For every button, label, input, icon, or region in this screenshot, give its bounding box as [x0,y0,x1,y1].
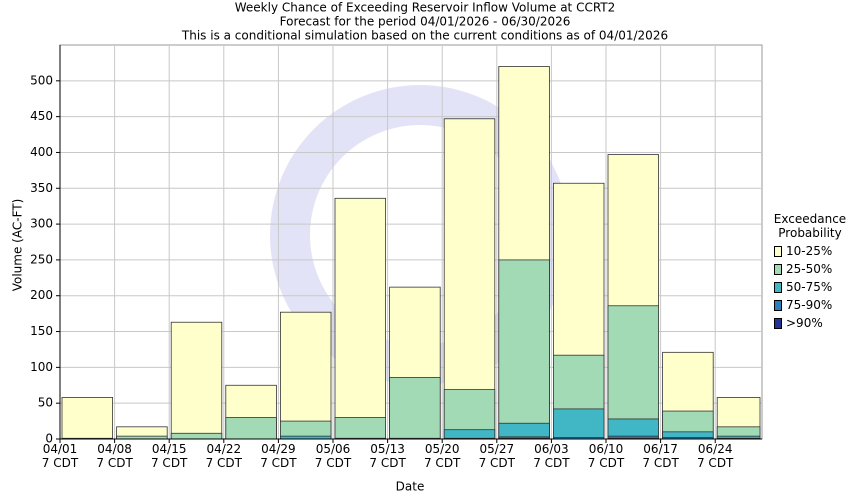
x-tick-label: 04/22 7 CDT [204,442,244,470]
y-tick-label: 300 [30,217,53,231]
x-tick-time: 7 CDT [587,456,625,470]
chart-note: This is a conditional simulation based o… [181,29,668,43]
x-tick-date: 06/10 [588,442,624,456]
x-tick-date: 04/29 [261,442,296,456]
y-tick-label: 200 [30,288,53,302]
x-tick-date: 05/06 [315,442,351,456]
bar [498,259,550,440]
x-tick-label: 06/10 7 CDT [586,442,626,470]
bar [279,311,332,440]
x-tick-time: 7 CDT [41,456,79,470]
x-tick-label: 05/13 7 CDT [368,442,408,470]
bar [607,305,659,440]
legend-swatch [774,317,782,329]
bar [443,118,496,440]
x-tick-time: 7 CDT [533,456,570,470]
x-tick-label: 05/27 7 CDT [477,442,517,470]
legend-item: 75-90% [770,296,850,314]
y-tick-label: 350 [30,181,53,195]
chart-subtitle: Forecast for the period 04/01/2026 - 06/… [280,15,571,29]
x-tick-time: 7 CDT [260,456,297,470]
x-axis-label: Date [396,480,425,494]
x-tick-label: 06/24 7 CDT [695,442,735,470]
legend-item: 25-50% [770,260,850,278]
legend-label: 10-25% [786,244,833,258]
x-tick-time: 7 CDT [205,456,242,470]
legend-swatch [774,245,782,257]
legend-swatch [774,299,782,311]
bar [334,417,386,440]
y-tick-label: 250 [30,252,53,266]
x-tick-time: 7 CDT [369,456,406,470]
y-tick-label: 150 [30,324,53,338]
legend-item: 50-75% [770,278,850,296]
y-tick-label: 100 [30,360,53,374]
x-tick-date: 05/27 [479,442,515,456]
x-tick-date: 04/01 [42,442,78,456]
y-tick-label: 50 [38,396,53,410]
x-tick-date: 05/20 [424,442,460,456]
legend-title: Exceedance Probability [773,212,847,240]
bar [61,397,113,440]
x-tick-date: 06/03 [534,442,569,456]
x-tick-label: 04/08 7 CDT [95,442,135,470]
legend-swatch [774,281,782,293]
legend-label: 25-50% [786,262,833,276]
bar [553,408,605,440]
chart-title: Weekly Chance of Exceeding Reservoir Inf… [235,1,616,15]
x-tick-date: 04/15 [151,442,187,456]
x-tick-label: 04/01 7 CDT [40,442,80,470]
y-tick-label: 400 [30,145,53,159]
legend-label: 75-90% [786,298,833,312]
x-tick-date: 06/24 [697,442,733,456]
x-tick-time: 7 CDT [314,456,352,470]
x-tick-time: 7 CDT [96,456,133,470]
x-tick-date: 04/08 [97,442,132,456]
legend-label: >90% [786,316,823,330]
x-tick-time: 7 CDT [423,456,461,470]
x-tick-label: 05/06 7 CDT [313,442,353,470]
legend: Exceedance Probability 10-25% 25-50% 50-75… [770,212,850,332]
x-tick-label: 06/17 7 CDT [641,442,681,470]
x-tick-date: 06/17 [643,442,678,456]
bar [334,197,386,440]
bar [225,417,277,440]
bar [170,432,223,440]
x-tick-date: 05/13 [370,442,405,456]
bar [443,429,496,440]
x-tick-time: 7 CDT [478,456,515,470]
x-tick-time: 7 CDT [696,456,734,470]
x-tick-time: 7 CDT [150,456,188,470]
x-tick-label: 04/29 7 CDT [258,442,298,470]
y-axis-label: Volume (AC-FT) [11,199,25,292]
y-tick-label: 500 [30,73,53,87]
x-tick-label: 06/03 7 CDT [531,442,571,470]
legend-item: >90% [770,314,850,332]
legend-swatch [774,263,782,275]
x-tick-time: 7 CDT [642,456,679,470]
x-tick-label: 04/15 7 CDT [149,442,189,470]
bar [170,321,223,440]
y-tick-label: 0 [45,432,53,446]
legend-item: 10-25% [770,242,850,260]
x-tick-date: 04/22 [206,442,242,456]
y-tick-label: 450 [30,109,53,123]
x-tick-label: 05/20 7 CDT [422,442,462,470]
bar [389,376,441,440]
legend-label: 50-75% [786,280,833,294]
